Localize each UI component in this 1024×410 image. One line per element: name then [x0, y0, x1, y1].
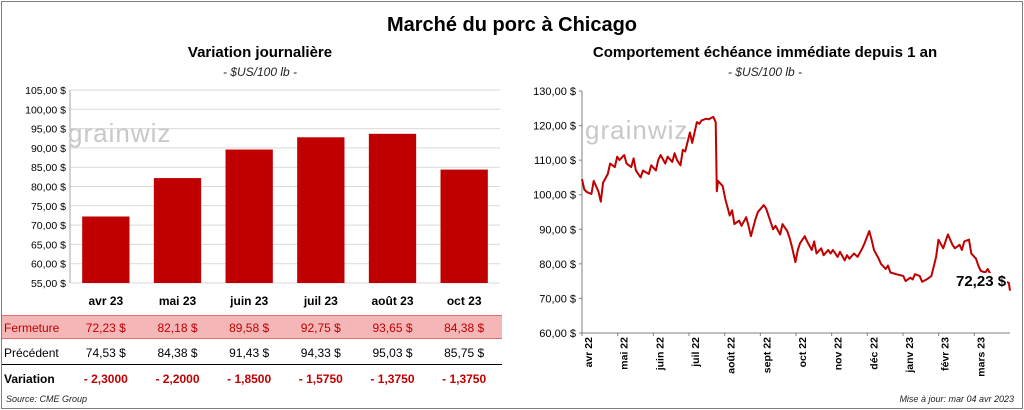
y-tick-label: 95,00 $ — [31, 124, 66, 136]
x-tick-label: août 23 — [371, 294, 413, 308]
cell-previous: 91,43 $ — [229, 346, 270, 360]
left-panel-subtitle: - $US/100 lb - — [222, 65, 298, 79]
y-tick-label: 60,00 $ — [539, 328, 576, 340]
bar-1 — [153, 178, 202, 283]
left-watermark-logo: grainwiz — [68, 118, 172, 148]
cell-close: 92,75 $ — [300, 321, 341, 335]
footer-source: Source: CME Group — [6, 394, 88, 404]
y-tick-label: 65,00 $ — [31, 239, 66, 251]
x-tick-label: juin 23 — [229, 294, 268, 308]
cell-variation: - 2,3000 — [83, 372, 128, 386]
y-tick-label: 70,00 $ — [31, 220, 66, 232]
row-label-variation: Variation — [4, 372, 55, 386]
cell-close: 84,38 $ — [444, 321, 485, 335]
bar-4 — [368, 133, 417, 283]
cell-previous: 84,38 $ — [157, 346, 198, 360]
right-panel-title: Comportement échéance immédiate depuis 1… — [592, 44, 938, 61]
x-tick-label: nov 22 — [833, 337, 845, 370]
cell-variation: - 2,2000 — [155, 372, 200, 386]
bar-2 — [225, 149, 273, 283]
y-tick-label: 60,00 $ — [31, 259, 66, 271]
y-tick-label: 100,00 $ — [533, 190, 576, 202]
cell-variation: - 1,3750 — [370, 372, 415, 386]
x-tick-label: avr 23 — [88, 294, 123, 308]
cell-variation: - 1,3750 — [442, 372, 487, 386]
y-tick-label: 100,00 $ — [25, 104, 66, 116]
page-title: Marché du porc à Chicago — [386, 14, 638, 36]
x-tick-label: sept 22 — [761, 337, 773, 373]
row-label-previous: Précédent — [4, 346, 59, 360]
bar-chart: 55,00 $ 60,00 $ 65,00 $ 70,00 $ 75,00 $ 80,00… — [25, 85, 500, 308]
x-tick-label: oct 22 — [797, 337, 809, 368]
cell-previous: 74,53 $ — [85, 346, 126, 360]
y-tick-label: 80,00 $ — [539, 259, 576, 271]
y-tick-label: 75,00 $ — [31, 201, 66, 213]
x-tick-label: mars 23 — [975, 337, 987, 377]
x-tick-label: juil 23 — [303, 294, 338, 308]
x-tick-label: juin 22 — [654, 337, 666, 371]
row-label-close: Fermeture — [4, 321, 60, 335]
bar-3 — [297, 137, 345, 283]
x-tick-label: oct 23 — [447, 294, 482, 308]
x-tick-label: févr 23 — [940, 337, 952, 371]
y-tick-label: 110,00 $ — [534, 155, 576, 167]
cell-variation: - 1,8500 — [227, 372, 272, 386]
bar-5 — [440, 169, 488, 283]
cell-previous: 94,33 $ — [300, 346, 341, 360]
cell-close: 93,65 $ — [372, 321, 413, 335]
y-tick-label: 105,00 $ — [25, 85, 66, 97]
x-tick-label: avr 22 — [583, 337, 595, 368]
x-tick-label: mai 23 — [159, 294, 197, 308]
right-panel-subtitle: - $US/100 lb - — [727, 65, 803, 79]
x-tick-label: déc 22 — [868, 337, 880, 370]
y-tick-label: 90,00 $ — [31, 143, 66, 155]
line-chart: 60,00 $ 70,00 $ 80,00 $ 90,00 $ 100,00 $ 110,… — [533, 86, 1011, 377]
y-tick-label: 120,00 $ — [533, 121, 576, 133]
left-panel-title: Variation journalière — [187, 44, 333, 61]
table-row-close: Fermeture 72,23 $ 82,18 $ 89,58 $ 92,75 $ 93… — [2, 315, 502, 339]
cell-variation: - 1,5750 — [298, 372, 343, 386]
x-tick-label: août 22 — [726, 337, 738, 374]
y-tick-label: 55,00 $ — [31, 278, 66, 290]
right-watermark-logo: grainwiz — [585, 115, 689, 145]
y-tick-label: 85,00 $ — [31, 162, 66, 174]
x-tick-label: mai 22 — [619, 337, 631, 370]
x-tick-label: juil 22 — [690, 337, 702, 368]
cell-previous: 85,75 $ — [444, 346, 485, 360]
y-tick-label: 70,00 $ — [539, 293, 576, 305]
cell-close: 89,58 $ — [229, 321, 270, 335]
table-row-previous: Précédent 74,53 $ 84,38 $ 91,43 $ 94,33 $ 95… — [2, 341, 502, 365]
bar-0 — [82, 216, 130, 283]
last-price-label: 72,23 $ — [955, 273, 1008, 290]
y-tick-label: 130,00 $ — [533, 86, 576, 98]
cell-close: 82,18 $ — [157, 321, 198, 335]
x-tick-label: janv 23 — [904, 337, 916, 374]
table-row-variation: Variation - 2,3000 - 2,2000 - 1,8500 - 1,57… — [2, 367, 502, 391]
cell-close: 72,23 $ — [85, 321, 126, 335]
price-series-line — [581, 115, 1011, 291]
cell-previous: 95,03 $ — [372, 346, 413, 360]
y-tick-label: 90,00 $ — [539, 224, 576, 236]
footer-updated: Mise à jour: mar 04 avr 2023 — [899, 394, 1014, 404]
y-tick-label: 80,00 $ — [31, 182, 66, 194]
